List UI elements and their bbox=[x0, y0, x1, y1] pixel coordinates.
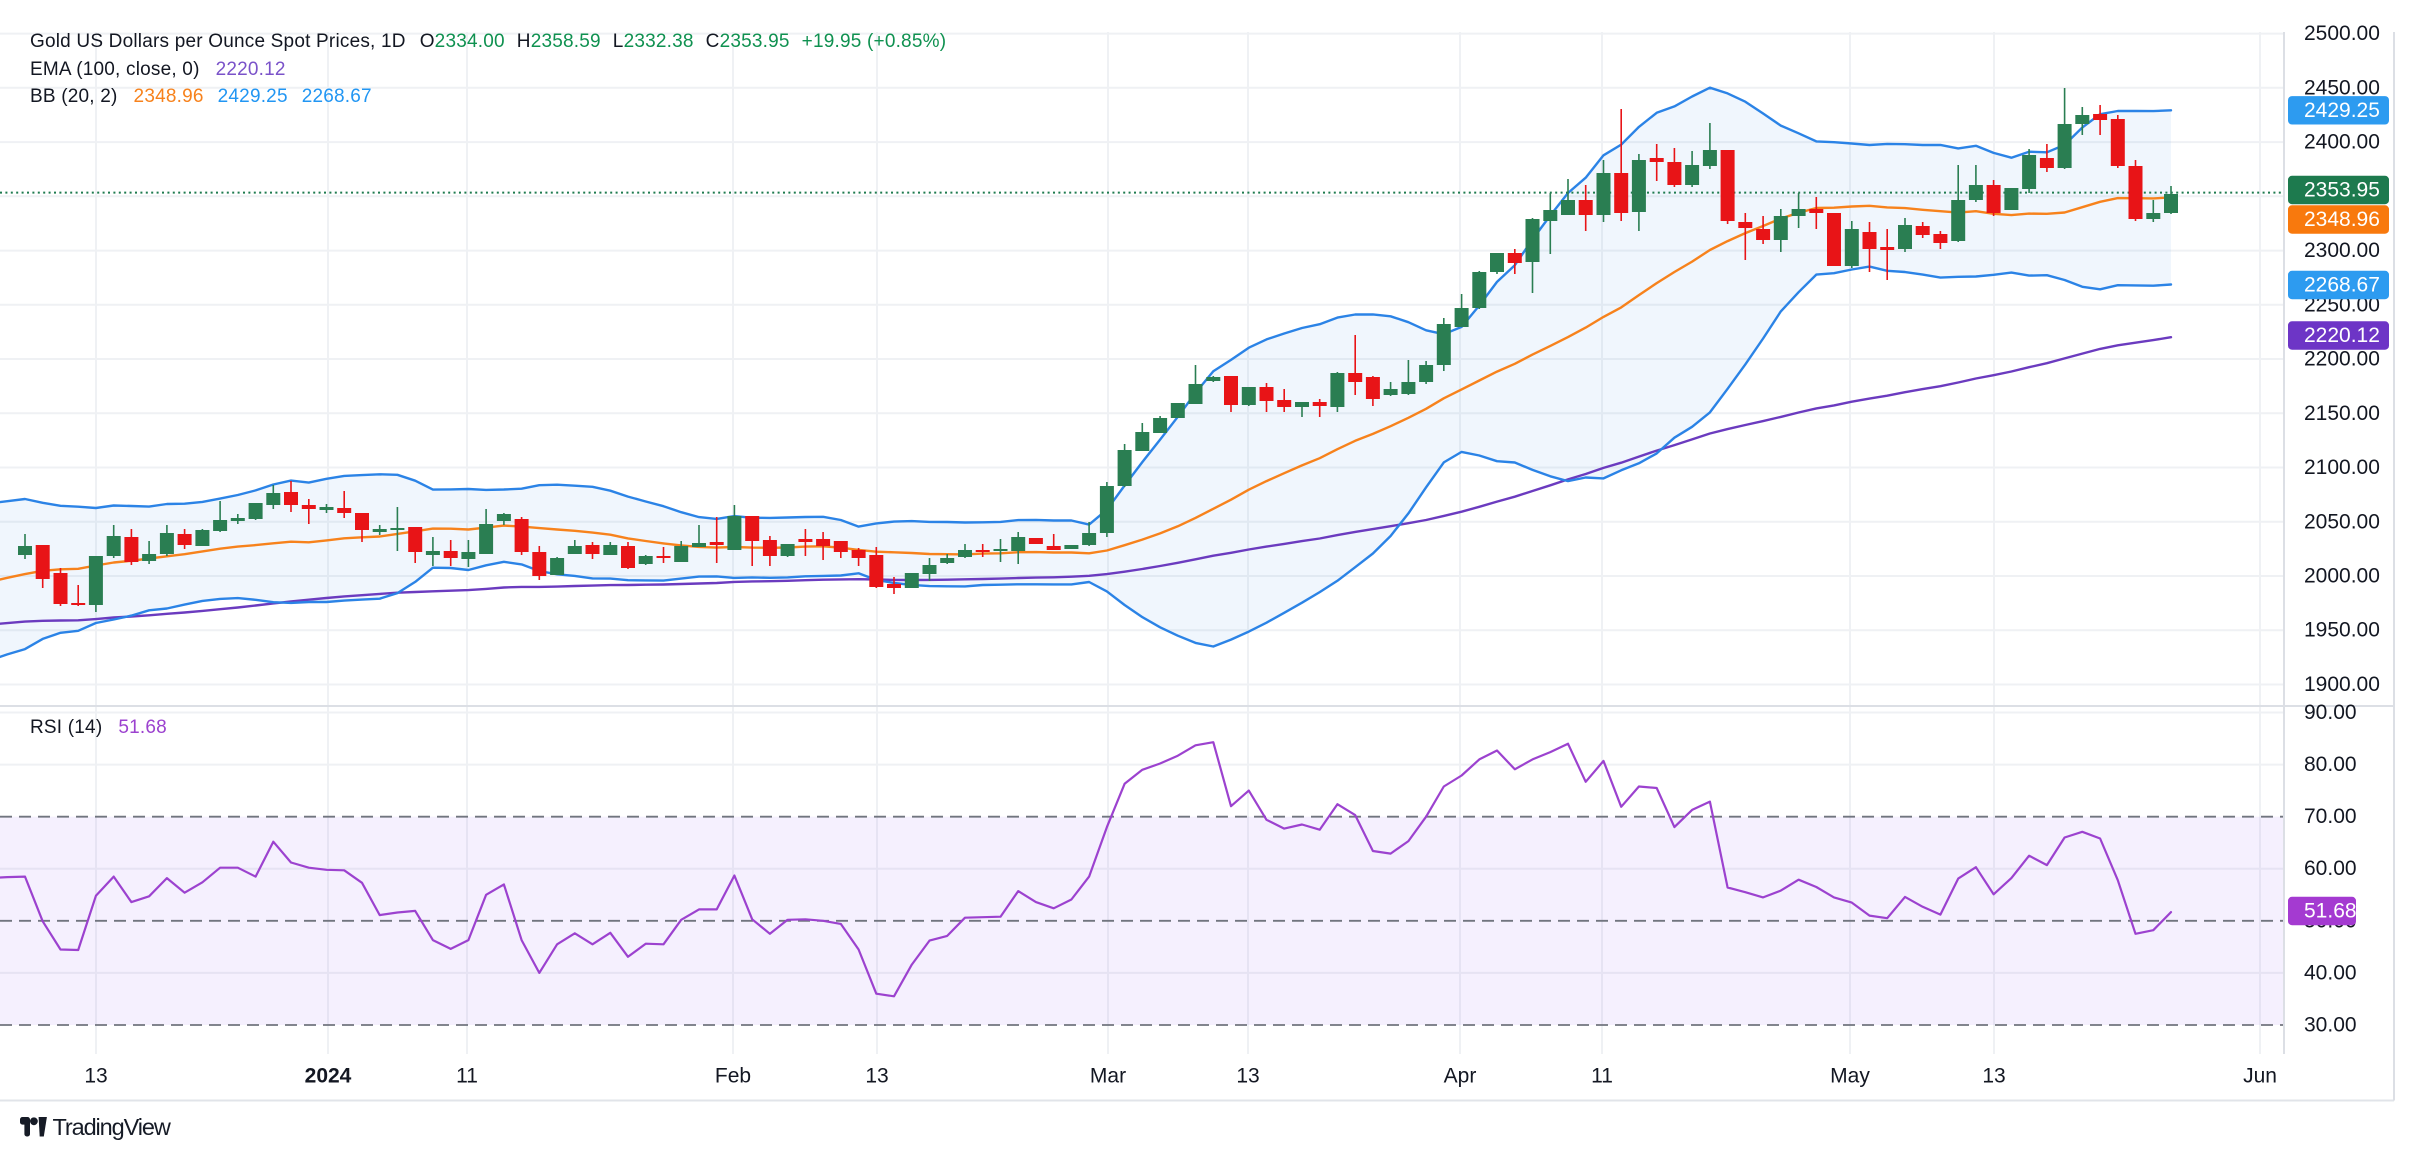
svg-text:May: May bbox=[1830, 1065, 1870, 1088]
svg-text:EMA (100, close, 0)2220.12: EMA (100, close, 0) 2220.12 bbox=[30, 59, 286, 80]
svg-text:2429.25: 2429.25 bbox=[2304, 99, 2380, 122]
svg-text:2353.95: 2353.95 bbox=[2304, 179, 2380, 202]
svg-text:70.00: 70.00 bbox=[2304, 805, 2357, 828]
svg-text:2150.00: 2150.00 bbox=[2304, 402, 2380, 425]
svg-text:13: 13 bbox=[84, 1065, 107, 1088]
svg-text:2024: 2024 bbox=[305, 1065, 352, 1088]
svg-text:2450.00: 2450.00 bbox=[2304, 76, 2380, 99]
svg-text:51.68: 51.68 bbox=[2304, 900, 2357, 923]
svg-text:1950.00: 1950.00 bbox=[2304, 619, 2380, 642]
svg-text:Jun: Jun bbox=[2243, 1065, 2277, 1088]
svg-text:2500.00: 2500.00 bbox=[2304, 22, 2380, 45]
svg-text:13: 13 bbox=[1982, 1065, 2005, 1088]
svg-text:11: 11 bbox=[456, 1065, 478, 1088]
svg-text:Mar: Mar bbox=[1090, 1065, 1126, 1088]
svg-text:2220.12: 2220.12 bbox=[2304, 324, 2380, 347]
svg-text:11: 11 bbox=[1591, 1065, 1613, 1088]
svg-text:1900.00: 1900.00 bbox=[2304, 673, 2380, 696]
svg-text:30.00: 30.00 bbox=[2304, 1014, 2357, 1037]
svg-text:Apr: Apr bbox=[1444, 1065, 1477, 1088]
svg-text:TradingView: TradingView bbox=[53, 1114, 172, 1140]
svg-text:2400.00: 2400.00 bbox=[2304, 131, 2380, 154]
svg-text:2268.67: 2268.67 bbox=[2304, 274, 2380, 297]
svg-text:2200.00: 2200.00 bbox=[2304, 348, 2380, 371]
svg-text:13: 13 bbox=[865, 1065, 888, 1088]
svg-text:2000.00: 2000.00 bbox=[2304, 565, 2380, 588]
svg-text:RSI (14)51.68: RSI (14) 51.68 bbox=[30, 717, 167, 738]
svg-text:Feb: Feb bbox=[715, 1065, 751, 1088]
svg-text:40.00: 40.00 bbox=[2304, 961, 2357, 984]
svg-text:2050.00: 2050.00 bbox=[2304, 510, 2380, 533]
svg-text:13: 13 bbox=[1236, 1065, 1259, 1088]
svg-text:80.00: 80.00 bbox=[2304, 753, 2357, 776]
svg-text:2300.00: 2300.00 bbox=[2304, 239, 2380, 262]
svg-text:Gold US Dollars per Ounce Spot: Gold US Dollars per Ounce Spot Prices, 1… bbox=[30, 31, 946, 52]
svg-text:2348.96: 2348.96 bbox=[2304, 208, 2380, 231]
svg-text:2100.00: 2100.00 bbox=[2304, 456, 2380, 479]
svg-text:90.00: 90.00 bbox=[2304, 701, 2357, 724]
svg-text:60.00: 60.00 bbox=[2304, 857, 2357, 880]
